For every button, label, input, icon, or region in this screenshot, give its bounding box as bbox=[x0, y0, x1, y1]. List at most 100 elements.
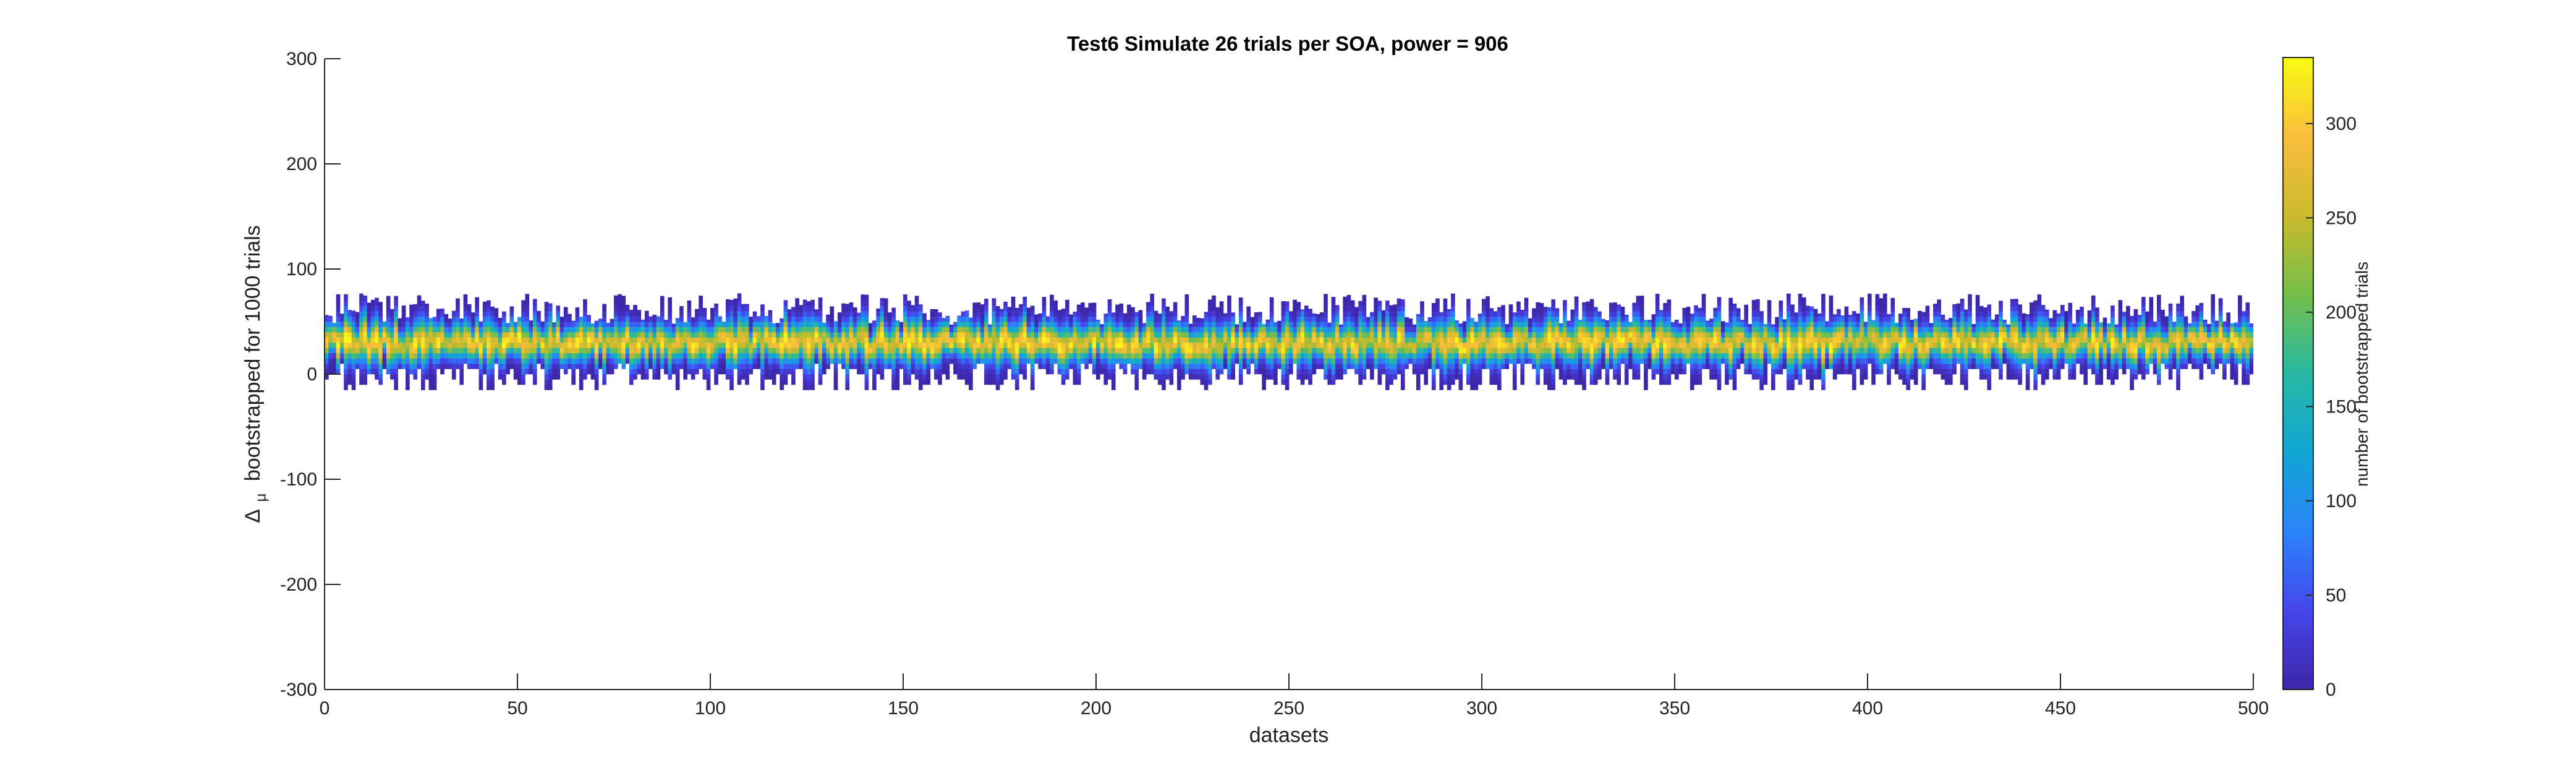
heatmap-cell bbox=[721, 348, 726, 354]
heatmap-cell bbox=[1601, 348, 1606, 354]
heatmap-cell bbox=[394, 337, 398, 343]
heatmap-cell bbox=[618, 322, 622, 327]
heatmap-cell bbox=[339, 314, 344, 317]
heatmap-cell bbox=[725, 311, 730, 317]
heatmap-cell bbox=[964, 353, 969, 359]
heatmap-cell bbox=[1181, 343, 1185, 348]
heatmap-cell bbox=[876, 369, 880, 375]
heatmap-cell bbox=[1073, 348, 1078, 354]
heatmap-cell bbox=[351, 379, 356, 385]
heatmap-cell bbox=[537, 348, 541, 354]
heatmap-cell bbox=[1196, 374, 1201, 380]
heatmap-cell bbox=[567, 332, 572, 338]
heatmap-cell bbox=[1396, 316, 1401, 322]
heatmap-cell bbox=[969, 369, 973, 375]
heatmap-cell bbox=[1250, 332, 1255, 338]
heatmap-cell bbox=[1022, 332, 1027, 338]
heatmap-cell bbox=[1589, 358, 1594, 364]
heatmap-cell bbox=[652, 374, 657, 380]
heatmap-cell bbox=[1289, 322, 1293, 327]
heatmap-cell bbox=[745, 369, 749, 375]
heatmap-cell bbox=[1647, 353, 1652, 359]
heatmap-cell bbox=[640, 327, 645, 333]
heatmap-cell bbox=[351, 348, 356, 354]
heatmap-cell bbox=[837, 312, 842, 317]
heatmap-cell bbox=[1558, 358, 1563, 364]
heatmap-cell bbox=[590, 327, 595, 333]
heatmap-cell bbox=[1162, 298, 1166, 301]
heatmap-cell bbox=[841, 337, 846, 343]
heatmap-cell bbox=[594, 379, 599, 385]
heatmap-cell bbox=[1443, 337, 1448, 343]
heatmap-cell bbox=[891, 353, 896, 359]
heatmap-cell bbox=[1551, 379, 1555, 385]
heatmap-cell bbox=[1331, 337, 1336, 343]
heatmap-cell bbox=[1551, 343, 1555, 348]
heatmap-cell bbox=[440, 369, 444, 375]
heatmap-cell bbox=[1624, 369, 1629, 375]
heatmap-cell bbox=[451, 343, 456, 348]
heatmap-cell bbox=[1489, 369, 1494, 375]
heatmap-cell bbox=[776, 337, 780, 343]
heatmap-cell bbox=[440, 316, 444, 322]
heatmap-cell bbox=[737, 293, 742, 296]
heatmap-cell bbox=[629, 337, 634, 343]
heatmap-cell bbox=[494, 311, 499, 317]
heatmap-cell bbox=[849, 348, 854, 354]
heatmap-cell bbox=[814, 358, 819, 364]
heatmap-cell bbox=[1644, 374, 1648, 380]
heatmap-cell bbox=[957, 327, 961, 333]
heatmap-cell bbox=[637, 348, 642, 354]
heatmap-cell bbox=[575, 337, 580, 343]
heatmap-cell bbox=[1458, 348, 1463, 354]
heatmap-cell bbox=[903, 369, 908, 375]
heatmap-cell bbox=[818, 297, 823, 301]
heatmap-cell bbox=[456, 353, 460, 359]
heatmap-cell bbox=[702, 348, 707, 354]
heatmap-cell bbox=[1543, 358, 1548, 364]
heatmap-cell bbox=[1254, 337, 1259, 343]
heatmap-cell bbox=[1293, 305, 1297, 312]
heatmap-cell bbox=[1092, 302, 1097, 306]
heatmap-cell bbox=[525, 353, 530, 359]
heatmap-cell bbox=[579, 369, 584, 375]
heatmap-cell bbox=[1246, 311, 1251, 317]
heatmap-cell bbox=[857, 312, 861, 317]
heatmap-cell bbox=[895, 322, 900, 327]
heatmap-cell bbox=[579, 364, 584, 369]
heatmap-cell bbox=[1285, 364, 1290, 369]
heatmap-cell bbox=[1207, 305, 1212, 312]
heatmap-cell bbox=[768, 364, 773, 369]
heatmap-cell bbox=[482, 301, 487, 306]
heatmap-cell bbox=[1050, 358, 1054, 364]
heatmap-cell bbox=[1574, 301, 1579, 306]
heatmap-cell bbox=[1644, 337, 1648, 343]
heatmap-cell bbox=[1663, 343, 1667, 348]
heatmap-cell bbox=[922, 343, 927, 348]
heatmap-cell bbox=[456, 364, 460, 369]
heatmap-cell bbox=[1173, 348, 1178, 354]
heatmap-cell bbox=[1589, 316, 1594, 322]
heatmap-cell bbox=[559, 332, 564, 338]
heatmap-cell bbox=[1076, 374, 1081, 380]
heatmap-cell bbox=[942, 322, 946, 327]
heatmap-cell bbox=[1207, 322, 1212, 327]
heatmap-cell bbox=[614, 305, 618, 312]
heatmap-cell bbox=[1050, 311, 1054, 317]
heatmap-cell bbox=[1296, 374, 1301, 380]
heatmap-cell bbox=[1065, 358, 1069, 364]
heatmap-cell bbox=[992, 301, 997, 306]
heatmap-cell bbox=[953, 343, 958, 348]
heatmap-cell bbox=[490, 343, 495, 348]
heatmap-cell bbox=[783, 305, 788, 312]
heatmap-cell bbox=[413, 369, 418, 375]
heatmap-cell bbox=[964, 348, 969, 354]
heatmap-cell bbox=[610, 322, 614, 327]
heatmap-cell bbox=[961, 353, 966, 359]
heatmap-cell bbox=[1474, 385, 1479, 390]
heatmap-cell bbox=[1262, 364, 1266, 369]
heatmap-cell bbox=[1200, 318, 1205, 322]
heatmap-cell bbox=[1477, 364, 1482, 369]
heatmap-cell bbox=[729, 311, 734, 317]
heatmap-cell bbox=[633, 316, 637, 322]
